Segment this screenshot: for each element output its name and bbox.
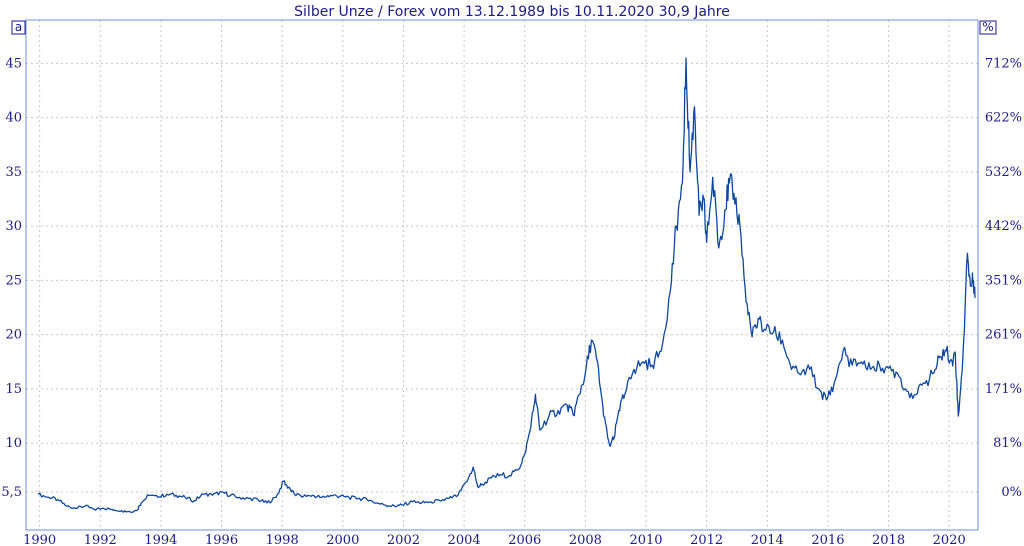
grid bbox=[26, 20, 978, 530]
x-tick-label: 1996 bbox=[205, 533, 238, 546]
y-tick-right: 351% bbox=[985, 273, 1022, 288]
plot-frame bbox=[25, 19, 979, 531]
y-tick-right: 712% bbox=[985, 56, 1022, 71]
x-tick-label: 2020 bbox=[933, 533, 966, 546]
chart-title: Silber Unze / Forex vom 13.12.1989 bis 1… bbox=[294, 4, 730, 20]
y-tick-right: 261% bbox=[985, 328, 1022, 343]
y-tick-left: 10 bbox=[5, 436, 22, 451]
y-tick-right: 171% bbox=[985, 382, 1022, 397]
right-axis-label: % bbox=[982, 20, 993, 34]
y-axis-right: 0% 81% 171% 261% 351% 442% 532% 622% 712% bbox=[985, 56, 1022, 500]
x-tick-label: 1998 bbox=[266, 533, 299, 546]
series-group bbox=[37, 57, 976, 514]
y-tick-right: 532% bbox=[985, 165, 1022, 180]
y-tick-left: 15 bbox=[5, 382, 22, 397]
x-tick-label: 1992 bbox=[84, 533, 117, 546]
y-tick-right: 0% bbox=[1001, 485, 1022, 500]
left-axis-label: a bbox=[15, 20, 22, 34]
x-tick-label: 1994 bbox=[144, 533, 177, 546]
y-tick-left: 30 bbox=[5, 219, 22, 234]
x-tick-label: 2012 bbox=[690, 533, 723, 546]
x-tick-label: 2002 bbox=[387, 533, 420, 546]
y-tick-right: 81% bbox=[993, 436, 1022, 451]
x-tick-label: 2010 bbox=[629, 533, 662, 546]
x-tick-label: 2014 bbox=[751, 533, 784, 546]
x-tick-label: 2018 bbox=[872, 533, 905, 546]
y-tick-left: 25 bbox=[5, 273, 22, 288]
y-tick-left: 5,5 bbox=[1, 485, 22, 500]
x-tick-label: 2008 bbox=[569, 533, 602, 546]
y-tick-right: 442% bbox=[985, 219, 1022, 234]
x-tick-label: 2016 bbox=[811, 533, 844, 546]
x-tick-label: 1990 bbox=[23, 533, 56, 546]
x-tick-label: 2006 bbox=[508, 533, 541, 546]
y-tick-left: 40 bbox=[5, 111, 22, 126]
right-axis-label-box bbox=[979, 20, 997, 35]
series-line bbox=[37, 57, 976, 514]
x-axis: 1990 1992 1994 1996 1998 2000 2002 2004 2006 2008… bbox=[23, 533, 966, 546]
y-tick-left: 45 bbox=[5, 56, 22, 71]
y-tick-left: 35 bbox=[5, 165, 22, 180]
left-axis-label-box bbox=[11, 20, 26, 35]
y-axis-left: 5,5 10 15 20 25 30 35 40 45 bbox=[1, 56, 22, 500]
y-tick-right: 622% bbox=[985, 111, 1022, 126]
y-tick-left: 20 bbox=[5, 328, 22, 343]
x-tick-label: 2004 bbox=[448, 533, 481, 546]
x-tick-label: 2000 bbox=[326, 533, 359, 546]
